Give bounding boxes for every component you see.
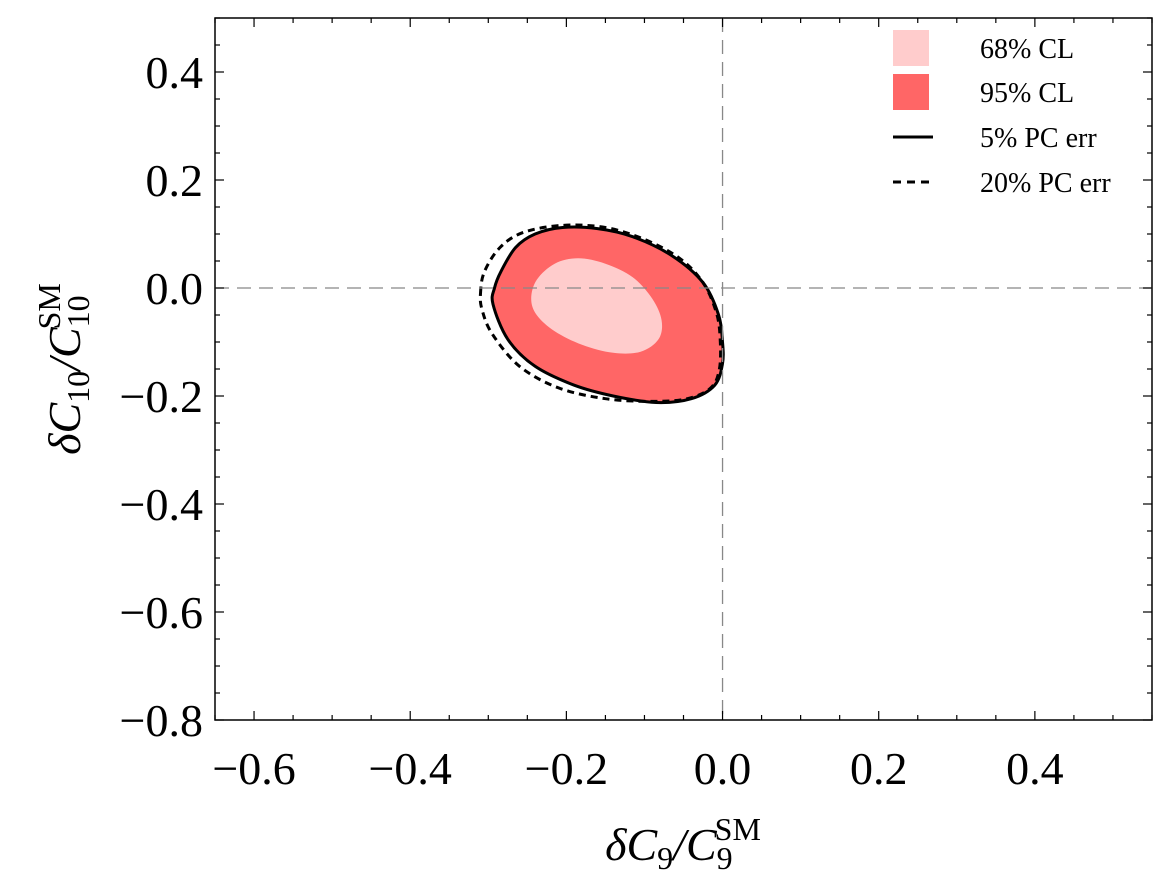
axis-ticks — [214, 17, 1153, 721]
x-tick-label: 0.2 — [850, 743, 908, 794]
x-axis-title-prefix: δC — [605, 819, 658, 870]
legend-label: 68% CL — [980, 34, 1074, 65]
y-axis-title-prefix: δC — [39, 402, 90, 455]
y-axis-title-sup2: SM — [31, 283, 67, 329]
y-axis-title-mid: /C — [39, 326, 90, 374]
y-axis-title-sub2: 10 — [60, 295, 96, 327]
legend: 68% CL 95% CL 5% PC err 20% PC err — [893, 30, 1111, 199]
contour-lines — [478, 223, 723, 403]
y-tick-labels: 0.4 0.2 0.0 −0.2 −0.4 −0.6 −0.8 — [120, 47, 203, 746]
x-axis-title-sup2: SM — [715, 811, 761, 847]
x-tick-label: 0.4 — [1006, 743, 1064, 794]
x-axis-title: δC9/C9SM — [605, 811, 761, 876]
y-tick-label: −0.8 — [120, 695, 203, 746]
region-68pct-cl — [531, 258, 663, 354]
x-tick-label: 0.0 — [694, 743, 752, 794]
legend-item-68pct-cl: 68% CL — [893, 30, 1074, 66]
legend-swatch — [893, 74, 929, 110]
x-axis-title-mid: /C — [670, 819, 718, 870]
x-tick-label: −0.4 — [368, 743, 451, 794]
x-axis-title-sub2: 9 — [717, 840, 733, 876]
reference-lines — [215, 18, 1152, 720]
y-tick-label: 0.0 — [146, 263, 204, 314]
x-tick-label: −0.6 — [212, 743, 295, 794]
legend-swatch — [893, 30, 929, 66]
legend-label: 95% CL — [980, 78, 1074, 109]
confidence-regions — [490, 225, 725, 405]
x-tick-labels: −0.6 −0.4 −0.2 0.0 0.2 0.4 — [212, 743, 1063, 794]
y-axis-title-sub: 10 — [60, 371, 96, 403]
legend-item-95pct-cl: 95% CL — [893, 74, 1074, 110]
contour-20pct-pc-err — [478, 223, 723, 403]
y-tick-label: 0.2 — [146, 155, 204, 206]
y-tick-label: −0.4 — [120, 479, 203, 530]
y-tick-label: −0.6 — [120, 587, 203, 638]
y-tick-label: −0.2 — [120, 371, 203, 422]
legend-item-20pct-pc-err: 20% PC err — [893, 168, 1111, 199]
legend-label: 20% PC err — [980, 168, 1111, 199]
y-axis-title: δC10/C10SM — [31, 283, 96, 455]
x-axis-title-sub: 9 — [657, 840, 673, 876]
y-tick-label: 0.4 — [146, 47, 204, 98]
x-tick-label: −0.2 — [525, 743, 608, 794]
legend-label: 5% PC err — [980, 123, 1097, 154]
legend-item-5pct-pc-err: 5% PC err — [893, 123, 1097, 154]
